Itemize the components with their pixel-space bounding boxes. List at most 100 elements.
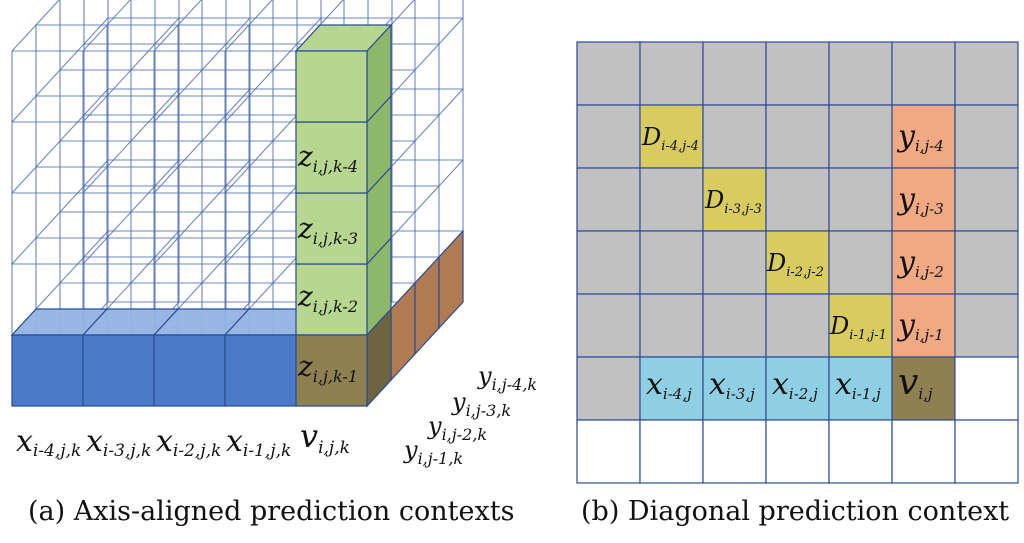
cube-z-label-4: zi,j,k-4 <box>297 140 358 176</box>
cube-z-label-3: zi,j,k-3 <box>297 212 358 248</box>
cube-x-label-3: xi-2,j,k <box>156 424 221 461</box>
cube-edge <box>82 159 180 265</box>
grid-cell <box>891 356 956 421</box>
cube-edge <box>82 88 180 194</box>
grid-cell <box>576 41 641 106</box>
cube-edge <box>11 159 109 265</box>
grid-x-label-2: xi-2,j <box>772 367 818 403</box>
grid-d-label-4: Di-4,j-4 <box>641 123 699 154</box>
cube-edge <box>153 159 251 265</box>
cube-v-cell <box>295 334 368 407</box>
cube-edge <box>153 0 202 52</box>
caption-a: (a) Axis-aligned prediction contexts <box>28 496 515 527</box>
cube-y-cell <box>390 281 416 382</box>
grid-cell <box>639 104 704 169</box>
grid-d-label-1: Di-1,j-1 <box>829 312 887 343</box>
cube-v-label: vi,j,k <box>300 417 350 458</box>
grid-cell <box>765 230 830 295</box>
cube-y-label-1: yi,j-1,k <box>403 436 463 468</box>
grid-y-label-2: yi,j-2 <box>896 245 944 281</box>
grid-cell <box>828 230 893 295</box>
grid-x-label-1: xi-1,j <box>835 367 881 403</box>
panel-b-grid: Di-4,j-4 Di-3,j-3 Di-2,j-2 Di-1,j-1 yi,j… <box>576 41 1019 484</box>
cube-edge <box>11 88 109 194</box>
cube-x-label-4: xi-1,j,k <box>226 424 291 461</box>
grid-cell <box>828 41 893 106</box>
grid-cell <box>576 104 641 169</box>
grid-cell <box>765 293 830 358</box>
grid-cell <box>702 419 767 484</box>
cube-edge <box>224 0 273 52</box>
caption-b: (b) Diagonal prediction context <box>581 496 1010 527</box>
cube-y-cell <box>438 229 464 330</box>
grid-cell <box>954 293 1019 358</box>
cube-edge <box>153 88 251 194</box>
grid-x-label-4: xi-4,j <box>646 367 692 403</box>
cube-x-cell <box>153 334 226 407</box>
grid-cell <box>576 167 641 232</box>
cube-z-label-2: zi,j,k-2 <box>297 280 358 316</box>
grid-x-label-3: xi-3,j <box>709 367 755 403</box>
cube-z-cell <box>295 50 368 123</box>
grid-cell <box>891 41 956 106</box>
panel-a-cube: xi-4,j,k xi-3,j,k xi-2,j,k xi-1,j,k vi,j… <box>10 0 537 468</box>
cube-edge <box>224 17 322 123</box>
grid-cell <box>828 104 893 169</box>
grid-cell <box>639 167 704 232</box>
cube-y-label-3: yi,j-3,k <box>451 388 511 420</box>
grid-cell <box>828 293 893 358</box>
grid-cell <box>765 104 830 169</box>
cube-x-label-1: xi-4,j,k <box>16 424 81 461</box>
grid-cell <box>576 293 641 358</box>
grid-cell <box>891 419 956 484</box>
cube-x-cell <box>82 334 155 407</box>
grid-cell <box>828 167 893 232</box>
grid-v-label: vi,j <box>898 362 933 403</box>
grid-cell <box>891 167 956 232</box>
grid-cell <box>639 356 704 421</box>
grid-cell <box>639 41 704 106</box>
grid-cell <box>639 419 704 484</box>
grid-cell <box>954 104 1019 169</box>
grid-cells <box>576 41 1019 484</box>
grid-cell <box>765 356 830 421</box>
cube-edge <box>82 17 180 123</box>
grid-cell <box>702 104 767 169</box>
grid-cell <box>765 167 830 232</box>
grid-cell <box>702 41 767 106</box>
grid-cell <box>954 41 1019 106</box>
cube-x-cell <box>224 334 297 407</box>
grid-cell <box>639 293 704 358</box>
cube-edge <box>82 0 131 52</box>
grid-y-label-1: yi,j-1 <box>896 308 944 344</box>
grid-cell <box>954 230 1019 295</box>
cube-z-label-1: zi,j,k-1 <box>297 350 358 386</box>
grid-d-label-2: Di-2,j-2 <box>766 249 824 280</box>
cube-x-cell <box>11 334 84 407</box>
cube-y-cell <box>414 255 440 356</box>
grid-cell <box>702 293 767 358</box>
grid-cell <box>639 230 704 295</box>
grid-cell <box>576 419 641 484</box>
cube-x-label-2: xi-3,j,k <box>86 424 151 461</box>
grid-cell <box>954 167 1019 232</box>
cube-context-cells <box>10 23 464 408</box>
cube-y-label-4: yi,j-4,k <box>477 362 537 394</box>
grid-d-label-3: Di-3,j-3 <box>704 186 762 217</box>
cube-edge <box>11 0 60 52</box>
grid-cell <box>576 230 641 295</box>
grid-y-label-3: yi,j-3 <box>896 182 944 218</box>
grid-cell <box>891 293 956 358</box>
grid-cell <box>765 41 830 106</box>
grid-cell <box>828 419 893 484</box>
grid-y-label-4: yi,j-4 <box>896 119 944 155</box>
grid-cell <box>954 356 1019 421</box>
cube-edge <box>11 17 109 123</box>
grid-cell <box>765 419 830 484</box>
grid-cell <box>702 230 767 295</box>
grid-cell <box>576 356 641 421</box>
cube-y-label-2: yi,j-2,k <box>427 412 487 444</box>
grid-cell <box>954 419 1019 484</box>
cube-edge <box>153 17 251 123</box>
